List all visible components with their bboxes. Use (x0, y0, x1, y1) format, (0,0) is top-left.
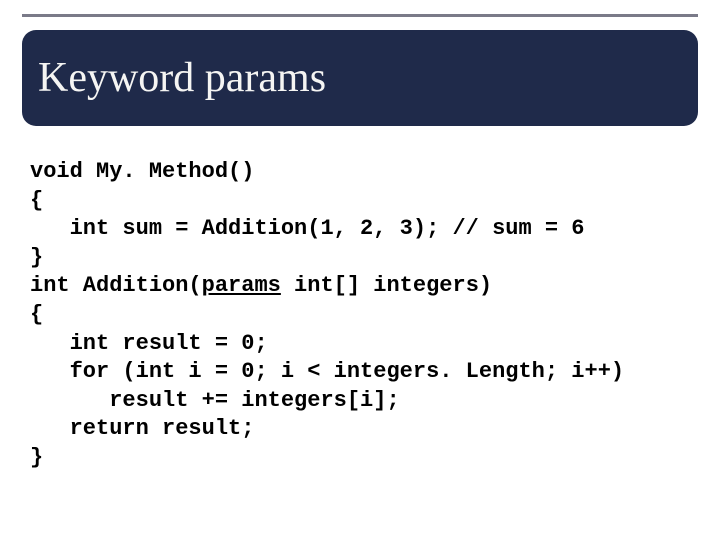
code-line-1: { (30, 188, 43, 213)
code-block: void My. Method() { int sum = Addition(1… (30, 158, 690, 473)
code-line-3: } (30, 245, 43, 270)
code-line-7: for (int i = 0; i < integers. Length; i+… (30, 359, 624, 384)
code-line-9: return result; (30, 416, 254, 441)
code-line-8: result += integers[i]; (30, 388, 400, 413)
code-line-0: void My. Method() (30, 159, 254, 184)
top-divider (22, 14, 698, 17)
code-line-2: int sum = Addition(1, 2, 3); // sum = 6 (30, 216, 585, 241)
title-box: Keyword params (22, 30, 698, 126)
slide-title: Keyword params (38, 54, 326, 102)
code-line-4: int Addition(params int[] integers) (30, 273, 492, 298)
keyword-params: params (202, 273, 281, 298)
code-line-10: } (30, 445, 43, 470)
code-line-5: { (30, 302, 43, 327)
code-line-6: int result = 0; (30, 331, 268, 356)
